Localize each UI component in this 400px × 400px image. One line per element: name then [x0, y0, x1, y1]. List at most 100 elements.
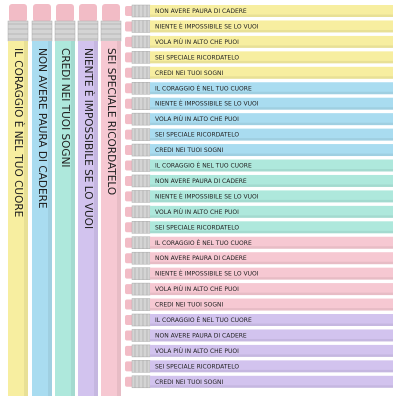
horizontal-pencil: VOLA PIÙ IN ALTO CHE PUOI — [125, 344, 393, 358]
pencil-text: NIENTE È IMPOSSIBILE SE LO VUOI — [155, 22, 259, 30]
eraser — [125, 284, 133, 295]
ferrule — [131, 205, 151, 219]
pencil-text: IL CORAGGIO È NEL TUO CUORE — [155, 162, 252, 170]
pencil-body — [55, 41, 75, 396]
pencil-body — [150, 252, 393, 265]
ferrule — [131, 82, 151, 95]
pencil-shade — [150, 60, 393, 64]
eraser — [125, 315, 133, 325]
pencil-shade — [150, 308, 393, 311]
pencil-text: VOLA PIÙ IN ALTO CHE PUOI — [155, 209, 239, 216]
pencil-shade — [150, 199, 393, 203]
eraser — [125, 237, 133, 248]
pencil-text: NON AVERE PAURA DI CADERE — [155, 178, 247, 185]
ferrule — [131, 143, 151, 157]
eraser — [125, 345, 133, 356]
pencil-body — [150, 221, 393, 234]
eraser — [33, 4, 51, 22]
eraser — [125, 206, 133, 217]
horizontal-pencil: IL CORAGGIO È NEL TUO CUORE — [125, 82, 393, 95]
eraser — [79, 4, 97, 22]
eraser — [125, 21, 133, 32]
eraser — [125, 98, 133, 109]
ferrule — [131, 267, 151, 280]
horizontal-pencil: CREDI NEI TUOI SOGNI — [125, 66, 393, 80]
pencil-text: IL CORAGGIO È NEL TUO CUORE — [155, 239, 252, 247]
pencil-text: IL CORAGGIO È NEL TUO CUORE — [155, 84, 252, 92]
pencil-text: SEI SPECIALE RICORDATELO — [155, 54, 239, 61]
pencil-text: SEI SPECIALE RICORDATELO — [155, 224, 239, 231]
eraser — [125, 83, 133, 94]
eraser — [125, 114, 133, 125]
ferrule — [131, 35, 151, 49]
pencil-body — [150, 314, 393, 326]
ferrule — [131, 190, 151, 203]
pencil-shade — [150, 292, 393, 296]
pencil-body — [150, 298, 393, 311]
ferrule — [131, 112, 151, 126]
ferrule — [131, 313, 151, 327]
pencil-shade — [150, 169, 393, 172]
ferrule — [131, 20, 151, 33]
pencil-shade — [150, 138, 393, 141]
pencil-text: NON AVERE PAURA DI CADERE — [36, 48, 48, 209]
pencil-shade — [150, 29, 393, 33]
pencil-text: NIENTE È IMPOSSIBILE SE LO VUOI — [155, 192, 259, 200]
pencil-shade — [150, 261, 393, 265]
eraser — [125, 36, 133, 47]
ferrule — [131, 159, 151, 172]
pencil-body — [150, 144, 393, 157]
horizontal-pencil: VOLA PIÙ IN ALTO CHE PUOI — [125, 282, 393, 296]
pencil-text: NON AVERE PAURA DI CADERE — [155, 332, 247, 339]
horizontal-pencil: VOLA PIÙ IN ALTO CHE PUOI — [125, 205, 393, 219]
pencil-text: SEI SPECIALE RICORDATELO — [155, 132, 239, 139]
pencil-text: IL CORAGGIO È NEL TUO CUORE — [12, 48, 25, 217]
horizontal-pencil: NON AVERE PAURA DI CADERE — [125, 4, 393, 18]
pencil-shade — [71, 41, 75, 396]
pencil-text: SEI SPECIALE RICORDATELO — [155, 363, 239, 370]
ferrule — [131, 344, 151, 358]
pencil-shade — [150, 385, 393, 388]
pencil-body — [78, 41, 98, 396]
horizontal-pencil: NIENTE È IMPOSSIBILE SE LO VUOI — [125, 267, 393, 280]
eraser — [125, 175, 133, 186]
pencil-body — [150, 283, 393, 296]
pencil-text: NIENTE È IMPOSSIBILE SE LO VUOI — [82, 48, 95, 229]
pencil-text: NON AVERE PAURA DI CADERE — [155, 8, 247, 15]
pencil-body — [150, 375, 393, 388]
horizontal-pencil: CREDI NEI TUOI SOGNI — [125, 143, 393, 157]
pencil-body — [150, 236, 393, 249]
ferrule — [131, 128, 151, 141]
pencil-body — [101, 41, 121, 396]
pencil-body — [150, 128, 393, 141]
pencil-text: VOLA PIÙ IN ALTO CHE PUOI — [155, 39, 239, 46]
pencil-shade — [150, 215, 393, 218]
pencil-text: CREDI NEI TUOI SOGNI — [155, 70, 224, 77]
pencil-text: CREDI NEI TUOI SOGNI — [155, 379, 224, 386]
horizontal-pencil: NIENTE È IMPOSSIBILE SE LO VUOI — [125, 97, 393, 110]
pencil-shade — [150, 246, 393, 249]
ferrule — [131, 251, 151, 265]
pencil-body — [150, 205, 393, 218]
pencil-shade — [150, 184, 393, 187]
horizontal-pencil: VOLA PIÙ IN ALTO CHE PUOI — [125, 35, 393, 49]
vertical-pencil: SEI SPECIALE RICORDATELO — [100, 4, 122, 396]
pencil-shade — [150, 107, 393, 110]
pencil-shade — [150, 354, 393, 357]
pencil-body — [150, 20, 393, 33]
pencil-shade — [94, 41, 98, 396]
ferrule — [131, 375, 151, 389]
eraser — [125, 6, 133, 16]
pencil-body — [150, 82, 393, 95]
pencil-shade — [150, 45, 393, 48]
pencil-body — [8, 41, 28, 396]
ferrule — [131, 66, 151, 80]
pencil-body — [150, 329, 393, 342]
pencil-text: CREDI NEI TUOI SOGNI — [155, 147, 224, 154]
pencil-shade — [150, 230, 393, 234]
horizontal-pencil: VOLA PIÙ IN ALTO CHE PUOI — [125, 112, 393, 126]
horizontal-pencil: NIENTE È IMPOSSIBILE SE LO VUOI — [125, 190, 393, 203]
pencil-body — [150, 267, 393, 280]
eraser — [125, 191, 133, 202]
